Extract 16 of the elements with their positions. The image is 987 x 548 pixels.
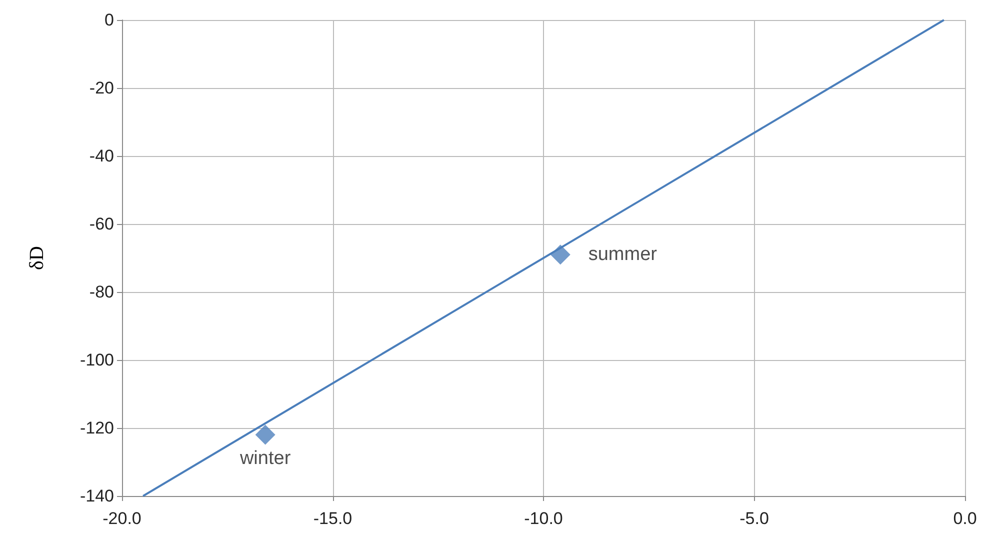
x-tick-label: -15.0 [313, 509, 352, 528]
y-tick-label: -60 [89, 214, 114, 234]
y-tick-label: 0 [104, 10, 114, 30]
y-axis-title: δD [26, 246, 48, 270]
annotation: summer [588, 244, 658, 266]
y-tick-label: -40 [89, 146, 114, 166]
x-tick-label: -20.0 [102, 509, 142, 528]
y-tick-label: -100 [80, 350, 114, 370]
y-tick-label: -120 [80, 418, 114, 438]
x-tick-label: -5.0 [740, 509, 769, 528]
y-tick-label: -20 [89, 78, 114, 98]
annotation: winter [238, 448, 292, 469]
x-tick-label: 0.0 [953, 509, 977, 528]
y-tick-label: -140 [80, 486, 114, 506]
x-tick-label: -10.0 [524, 509, 563, 528]
y-tick-label: -80 [89, 282, 114, 302]
